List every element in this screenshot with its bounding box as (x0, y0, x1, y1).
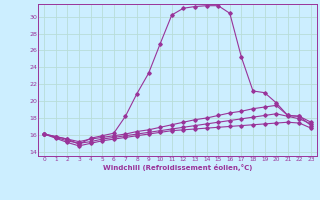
X-axis label: Windchill (Refroidissement éolien,°C): Windchill (Refroidissement éolien,°C) (103, 164, 252, 171)
